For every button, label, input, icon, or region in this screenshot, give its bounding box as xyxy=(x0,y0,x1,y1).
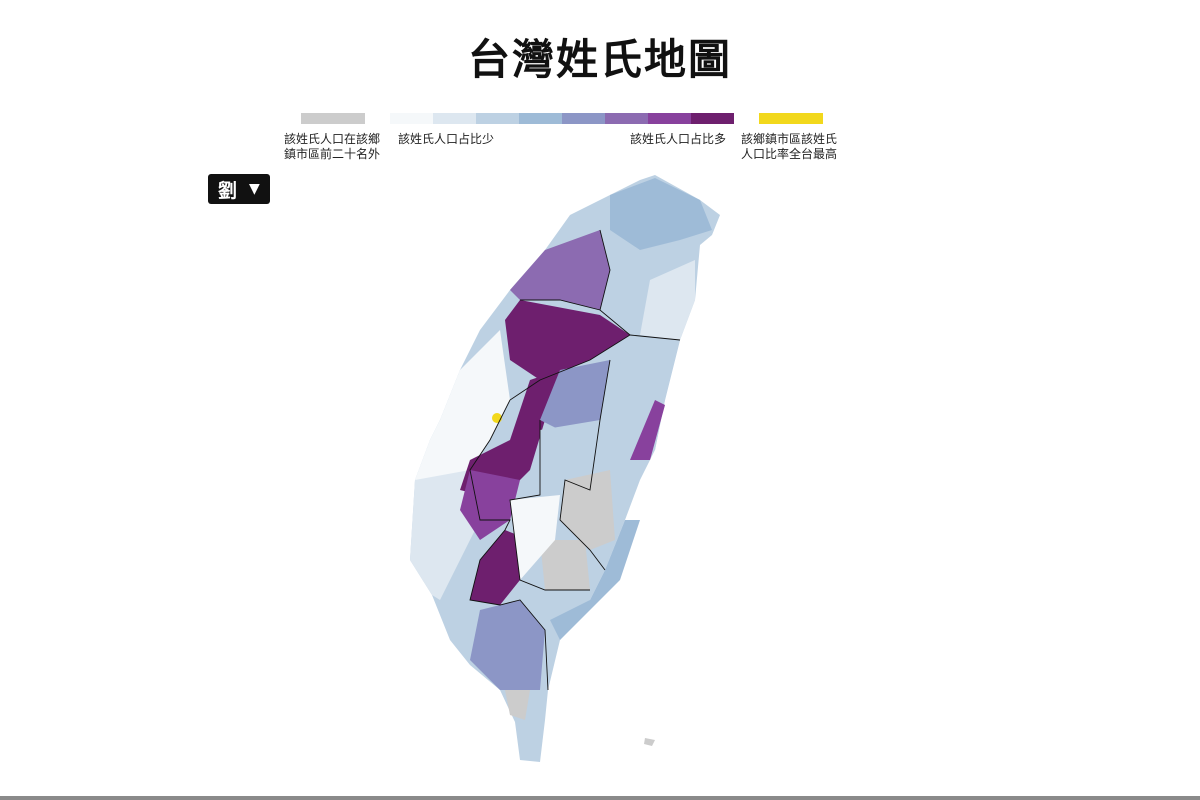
region-taoyuan-hsinchu xyxy=(510,230,610,310)
region-west-coast xyxy=(415,330,510,480)
legend-swatch-not-top20 xyxy=(301,113,365,124)
legend-label-high: 該姓氏人口占比多 xyxy=(630,132,727,146)
legend-label-low: 該姓氏人口占比少 xyxy=(398,132,495,146)
region-changhua-nantou xyxy=(460,370,560,500)
legend-label-not-top20: 該姓氏人口在該鄉 鎮市區前二十名外 xyxy=(284,132,380,162)
region-grey-2 xyxy=(540,540,590,590)
county-borders xyxy=(599,229,611,311)
page-title: 台灣姓氏地圖 xyxy=(467,35,732,84)
region-grey-south xyxy=(505,690,530,720)
region-central-mountain xyxy=(540,360,610,430)
legend-label-line: 人口比率全台最高 xyxy=(741,147,838,161)
legend-label-highest: 該鄉鎮市區該姓氏 人口比率全台最高 xyxy=(741,132,837,162)
region-hualien-north xyxy=(605,340,680,455)
legend-label-line: 該姓氏人口在該鄉 xyxy=(284,132,381,146)
legend-label-line: 該鄉鎮市區該姓氏 xyxy=(741,132,838,146)
turtle-island xyxy=(644,738,655,746)
county-borders xyxy=(469,299,631,691)
legend-scale-step xyxy=(605,113,648,124)
region-hualien-coast xyxy=(630,400,665,460)
surname-value: 劉 xyxy=(218,179,238,202)
bottom-edge xyxy=(0,796,1200,800)
region-taitung xyxy=(550,520,640,640)
legend-scale-step xyxy=(433,113,476,124)
region-pingtung xyxy=(470,600,545,690)
legend-scale-step xyxy=(562,113,605,124)
surname-dropdown[interactable]: 劉 ▼ xyxy=(208,174,270,204)
region-kaohsiung-mtn xyxy=(510,495,560,580)
legend-scale-step xyxy=(691,113,734,124)
legend-scale-step xyxy=(519,113,562,124)
region-taipei xyxy=(610,178,712,250)
region-miaoli-taichung xyxy=(505,300,630,380)
legend-scale-step xyxy=(390,113,433,124)
triangle-down-icon: ▼ xyxy=(249,181,260,197)
legend-scale-step xyxy=(648,113,691,124)
county-borders xyxy=(559,359,611,571)
county-borders xyxy=(509,420,590,591)
region-grey-1 xyxy=(560,470,615,550)
legend-label-line: 鎮市區前二十名外 xyxy=(284,147,381,161)
region-yilan xyxy=(640,260,695,340)
region-chiayi xyxy=(460,470,520,540)
legend-scale-step xyxy=(476,113,519,124)
county-borders xyxy=(629,334,681,341)
region-tainan xyxy=(470,530,530,605)
legend-swatch-highest xyxy=(759,113,823,124)
